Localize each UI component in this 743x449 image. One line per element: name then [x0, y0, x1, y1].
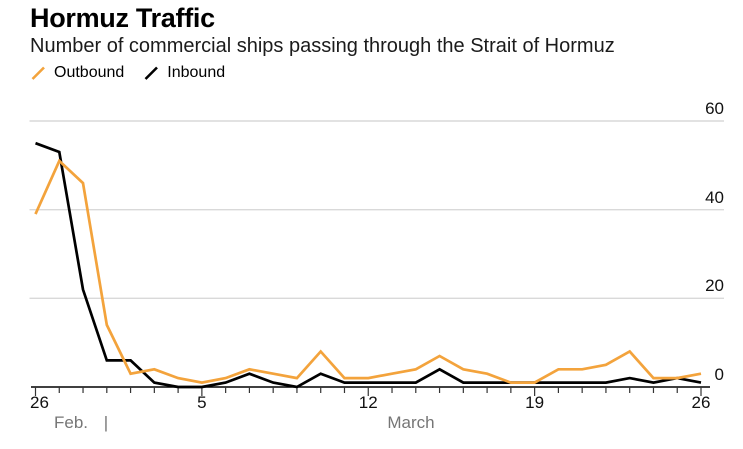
x-axis-label-26: 26 — [30, 393, 49, 412]
outbound-line-swatch-icon — [31, 66, 45, 80]
legend-item-inbound: Inbound — [143, 64, 225, 82]
y-axis-label-0: 0 — [714, 365, 724, 384]
series-line-inbound — [35, 141, 702, 389]
legend-item-outbound: Outbound — [30, 64, 124, 82]
y-axis-label-20: 20 — [705, 276, 724, 296]
inbound-line-swatch-icon — [144, 66, 159, 80]
month-label-march: March — [387, 413, 435, 432]
chart-subtitle: Number of commercial ships passing throu… — [30, 35, 615, 57]
legend-label-outbound: Outbound — [54, 64, 125, 81]
legend-label-inbound: Inbound — [167, 64, 226, 81]
x-axis-label-5: 5 — [197, 393, 207, 412]
month-labels: Feb. | March — [0, 413, 743, 433]
page-title: Hormuz Traffic — [30, 3, 215, 33]
y-axis-label-60: 60 — [705, 99, 724, 118]
month-divider: | — [103, 413, 109, 432]
chart-legend: Outbound Inbound — [30, 64, 225, 82]
month-label-feb: Feb. — [53, 413, 89, 432]
x-axis-label-12: 12 — [358, 393, 378, 412]
x-axis-label-26: 26 — [691, 393, 711, 412]
series-line-outbound — [34, 158, 702, 384]
y-axis-label-40: 40 — [705, 187, 724, 207]
x-axis-label-19: 19 — [525, 393, 545, 412]
